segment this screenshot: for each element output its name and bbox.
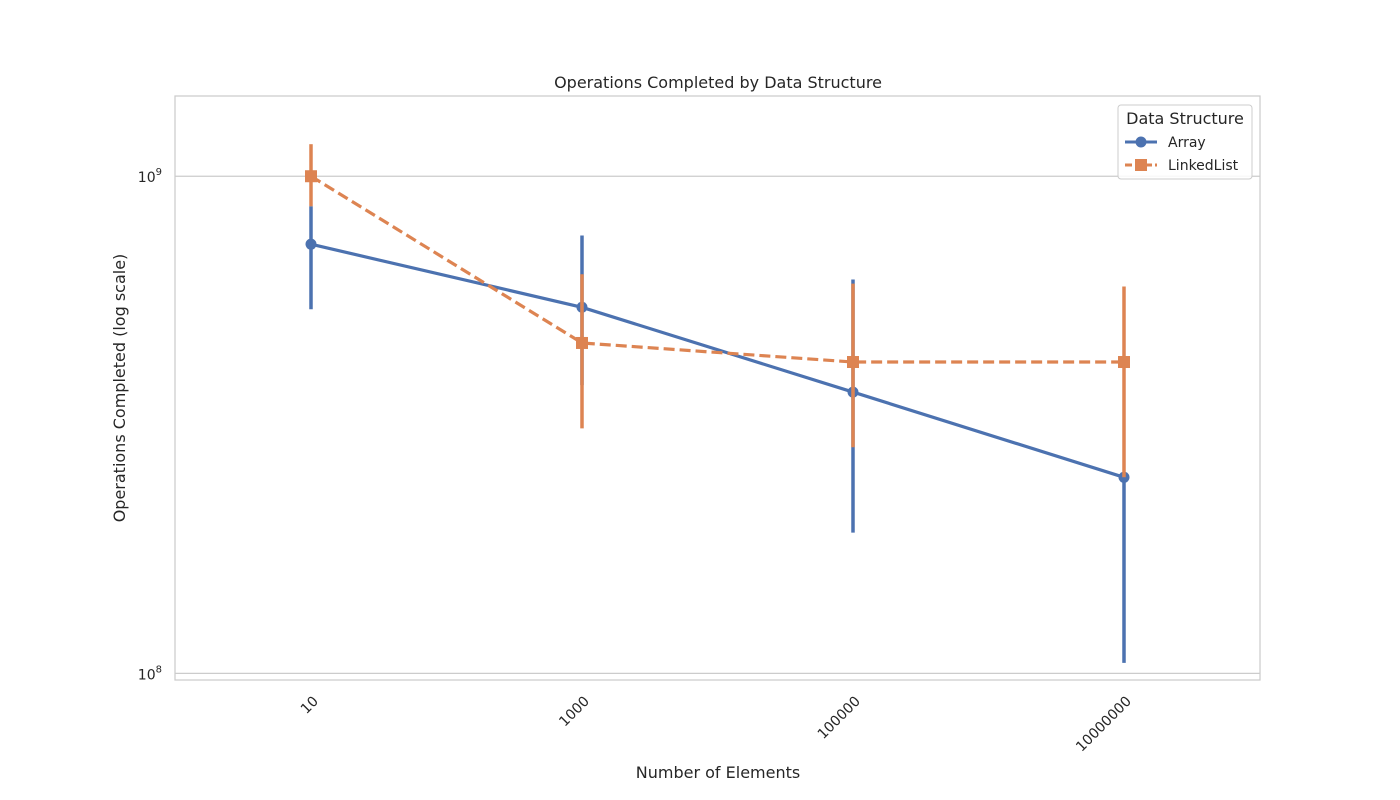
series-line-linkedlist bbox=[310, 174, 1124, 364]
chart-title: Operations Completed by Data Structure bbox=[554, 73, 882, 92]
legend-title: Data Structure bbox=[1126, 109, 1244, 128]
legend-box bbox=[1117, 104, 1253, 180]
x-tick-label-2: 100000 bbox=[815, 694, 864, 743]
legend-marker-linkedlist bbox=[1135, 159, 1147, 171]
x-axis-ticks: 10 1000 100000 10000000 bbox=[298, 694, 1135, 756]
point-linkedlist-1 bbox=[576, 336, 588, 349]
series-line-array bbox=[310, 242, 1125, 479]
x-tick-label-0: 10 bbox=[298, 694, 322, 718]
y-axis-label: Operations Completed (log scale) bbox=[110, 254, 129, 523]
point-array-0 bbox=[305, 238, 317, 250]
point-linkedlist-0 bbox=[305, 170, 317, 183]
series-layer bbox=[305, 144, 1130, 663]
x-tick-label-3: 10000000 bbox=[1073, 694, 1135, 756]
legend-label-array: Array bbox=[1168, 135, 1206, 151]
x-axis-label: Number of Elements bbox=[636, 763, 800, 782]
legend-marker-array bbox=[1135, 136, 1147, 148]
series-array bbox=[305, 206, 1130, 663]
y-axis-ticks: 108 109 bbox=[138, 167, 162, 683]
x-tick-label-1: 1000 bbox=[556, 694, 593, 731]
series-linkedlist bbox=[305, 144, 1130, 478]
y-tick-label-0: 108 bbox=[138, 664, 162, 683]
gridlines bbox=[175, 175, 1260, 675]
legend-label-linkedlist: LinkedList bbox=[1168, 158, 1239, 174]
point-linkedlist-2 bbox=[847, 356, 859, 369]
point-linkedlist-3 bbox=[1118, 356, 1130, 369]
legend: Data Structure Array LinkedList bbox=[1117, 104, 1253, 180]
y-tick-label-1: 109 bbox=[138, 167, 162, 186]
plot-area bbox=[174, 95, 1261, 681]
